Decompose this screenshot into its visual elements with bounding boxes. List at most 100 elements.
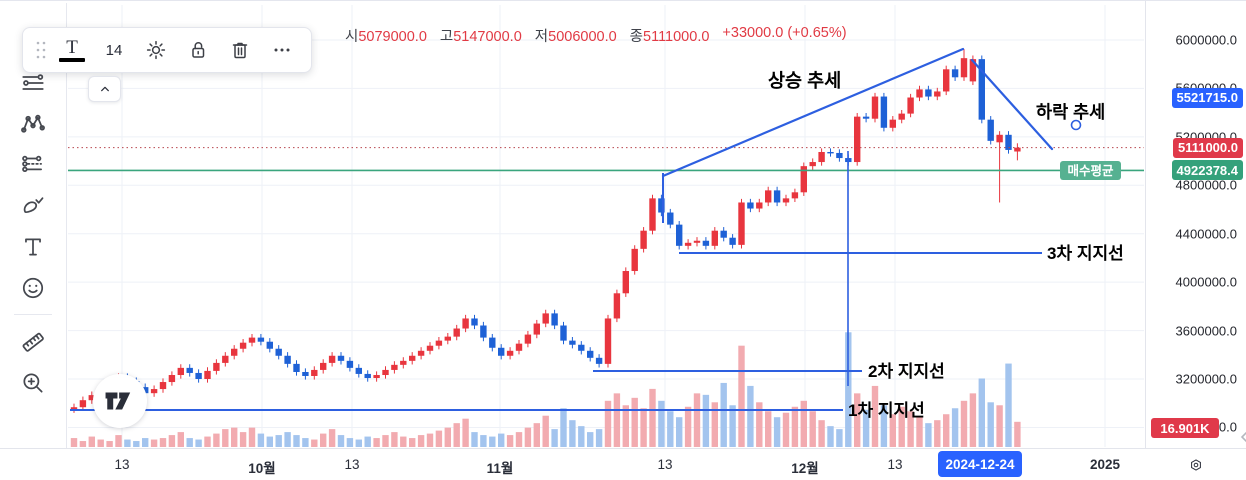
time-tick: 13 (114, 457, 130, 472)
price-badge: 5521715.0 (1171, 87, 1243, 108)
candle (622, 271, 629, 294)
volume-bar (916, 417, 923, 447)
candle (311, 369, 318, 376)
date-badge: 2024-12-24 (938, 451, 1022, 477)
candle (159, 382, 167, 390)
volume-bar (124, 439, 131, 447)
candle (711, 230, 718, 246)
volume-bar (231, 427, 238, 447)
candle (150, 389, 158, 394)
candle (676, 224, 683, 246)
settings-button[interactable] (137, 33, 175, 67)
trash-icon (232, 42, 248, 59)
price-axis[interactable]: 6000000.05600000.05200000.04800000.04400… (1145, 1, 1246, 448)
candle (773, 190, 781, 203)
downtrend-trendline[interactable] (970, 58, 1054, 151)
volume-bar (862, 409, 870, 447)
candle (960, 58, 968, 78)
volume-bar (471, 432, 478, 447)
candle (702, 240, 710, 246)
volume-bar (943, 414, 950, 447)
pattern-tool-button[interactable] (11, 103, 55, 144)
candle (613, 293, 621, 319)
candle (693, 240, 701, 243)
volume-bar (836, 429, 843, 447)
zoom-in-tool-button[interactable] (11, 362, 55, 403)
ohlc-item: 종5111000.0 (630, 25, 710, 46)
volume-bar (809, 411, 816, 447)
volume-bar (747, 385, 754, 447)
volume-bar (658, 400, 665, 447)
volume-bar (142, 438, 149, 447)
candle (409, 355, 416, 361)
candle (346, 360, 354, 368)
candle (862, 116, 870, 119)
horizontal-lines-tool-button[interactable] (11, 62, 55, 103)
candle (720, 230, 727, 238)
volume-bar (266, 436, 273, 447)
support2-label[interactable]: 2차 지지선 (868, 362, 945, 381)
measure-tool-button[interactable] (11, 321, 55, 362)
font-size-button[interactable]: 14 (95, 33, 133, 67)
ohlc-item-value: 5111000.0 (643, 29, 710, 45)
candle (293, 363, 300, 372)
brush-tool-button[interactable] (11, 185, 55, 226)
price-badge: 4922378.4 (1171, 160, 1243, 181)
candle (373, 375, 380, 379)
volume-bar (524, 427, 532, 447)
text-tool-button[interactable] (11, 226, 55, 267)
volume-bar (667, 411, 674, 447)
volume-bar (275, 435, 282, 447)
time-axis[interactable]: 2024-12-24 13 10월 13 11월 13 12월 13 2025 (0, 448, 1246, 480)
projection-tool-button[interactable] (11, 144, 55, 185)
ohlc-item-label: 고 (439, 29, 454, 45)
ohlc-item-label: 시 (345, 29, 359, 45)
axis-settings-button[interactable] (1182, 452, 1210, 478)
legend-collapse-button[interactable] (88, 76, 121, 102)
candle (400, 360, 407, 365)
gear-icon (146, 40, 166, 60)
unlock-button[interactable] (179, 33, 217, 67)
volume-bar (791, 406, 799, 447)
volume-bar (711, 402, 718, 447)
volume-bar (987, 402, 994, 447)
text-anchor-circle[interactable] (1070, 119, 1082, 131)
candle (800, 166, 807, 193)
price-tick: 6000000.0 (1175, 32, 1237, 48)
drag-handle-icon[interactable] (33, 35, 49, 65)
support1-label[interactable]: 1차 지지선 (848, 401, 925, 420)
volume-bar (587, 432, 594, 447)
candle (729, 237, 736, 245)
volume-bar (515, 432, 523, 447)
text-color-button[interactable]: T (53, 33, 91, 67)
candle (489, 337, 496, 348)
more-options-button[interactable] (263, 33, 301, 67)
candle (791, 192, 799, 199)
ruler-icon (22, 332, 44, 352)
candle (462, 318, 469, 329)
volume-bar (560, 408, 567, 447)
volume-bar (97, 439, 104, 447)
uptrend-label[interactable]: 상승 추세 (768, 70, 841, 91)
emoji-tool-button[interactable] (11, 267, 55, 308)
candle (818, 151, 825, 163)
delete-button[interactable] (221, 33, 259, 67)
candle (765, 190, 772, 203)
ohlc-item-label: 종 (629, 29, 644, 45)
candle (587, 350, 594, 358)
volume-bar (498, 433, 505, 447)
volume-bar (364, 436, 371, 447)
brush-icon (23, 196, 44, 213)
volume-bar (818, 420, 825, 447)
candle (70, 407, 78, 410)
uptrend-trendline[interactable] (661, 47, 965, 178)
volume-bar (346, 438, 354, 447)
support3-label[interactable]: 3차 지지선 (1047, 244, 1124, 263)
candle (969, 59, 977, 82)
candle (284, 355, 291, 364)
downtrend-label[interactable]: 하락 추세 (1036, 102, 1105, 122)
time-tick: 11월 (486, 461, 514, 476)
sidebar-collapse-handle[interactable] (1240, 425, 1246, 449)
volume-bar (969, 393, 977, 447)
